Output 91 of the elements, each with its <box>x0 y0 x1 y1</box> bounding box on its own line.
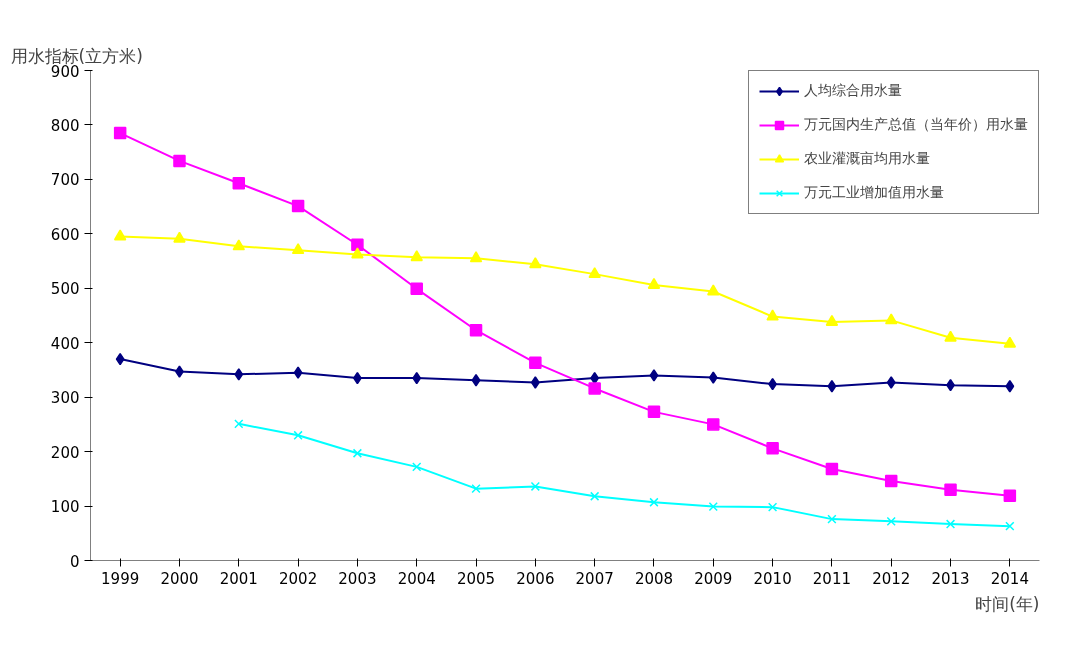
point <box>1003 489 1017 502</box>
point <box>944 483 957 496</box>
x-tick-label: 2003 <box>338 569 377 588</box>
point <box>412 371 422 385</box>
point <box>944 330 957 342</box>
y-tick-label: 200 <box>50 443 80 462</box>
point <box>351 238 364 251</box>
point <box>232 176 246 190</box>
y-tick-label: 500 <box>50 280 80 299</box>
y-tick-label: 0 <box>69 552 80 571</box>
x-tick-label: 2010 <box>753 569 792 588</box>
x-tick-label: 2011 <box>812 569 852 588</box>
x-tick-label: 2014 <box>990 569 1029 588</box>
x-tick-label: 2008 <box>634 569 674 588</box>
point <box>588 382 601 395</box>
y-tick-label: 100 <box>50 498 80 517</box>
point <box>471 483 481 494</box>
point <box>825 314 839 326</box>
x-tick-label: 2007 <box>575 569 614 588</box>
x-tick-label: 2001 <box>219 569 258 588</box>
point <box>469 251 483 263</box>
point <box>410 250 423 262</box>
x-tick-label: 2000 <box>160 569 199 588</box>
point <box>825 462 839 476</box>
point <box>471 374 481 387</box>
x-tick-label: 2002 <box>279 569 318 588</box>
point <box>766 442 779 455</box>
point <box>886 516 896 526</box>
x-axis-title: 时间(年) <box>975 593 1040 614</box>
point <box>113 126 127 140</box>
point <box>113 229 127 241</box>
legend-label: 农业灌溉亩均用水量 <box>804 150 930 168</box>
point <box>884 313 898 325</box>
point <box>173 231 186 243</box>
point <box>590 491 600 501</box>
point <box>529 356 542 370</box>
point <box>529 257 542 269</box>
point <box>707 284 720 296</box>
point <box>590 371 600 385</box>
point <box>173 154 186 168</box>
point <box>234 368 244 381</box>
point <box>351 247 364 259</box>
point <box>827 514 837 524</box>
legend-label: 人均综合用水量 <box>804 82 902 100</box>
y-tick-label: 600 <box>50 225 80 244</box>
point <box>827 380 837 393</box>
point <box>1005 380 1015 393</box>
x-tick-label: 1999 <box>101 569 140 588</box>
point <box>886 376 896 389</box>
point <box>766 309 779 321</box>
point <box>649 369 659 382</box>
y-tick-label: 400 <box>50 334 80 353</box>
point <box>469 323 483 337</box>
point <box>234 419 244 429</box>
point <box>649 497 659 507</box>
x-tick-label: 2006 <box>516 569 555 588</box>
x-tick-label: 2009 <box>694 569 733 588</box>
point <box>708 371 718 384</box>
point <box>530 376 540 389</box>
legend-label: 万元工业增加值用水量 <box>804 184 944 202</box>
point <box>412 462 422 472</box>
y-tick-label: 300 <box>50 389 80 408</box>
point <box>707 418 720 431</box>
y-axis-title: 用水指标(立方米) <box>10 45 143 66</box>
point <box>945 519 956 529</box>
point <box>588 267 601 279</box>
x-tick-label: 2004 <box>397 569 436 588</box>
point <box>768 377 778 391</box>
point <box>232 239 246 251</box>
y-tick-label: 800 <box>50 116 80 135</box>
point <box>647 277 661 289</box>
point <box>530 481 540 492</box>
point <box>352 448 363 458</box>
point <box>293 430 303 440</box>
point <box>115 352 125 366</box>
point <box>410 282 423 296</box>
point <box>1003 336 1017 348</box>
legend-label: 万元国内生产总值（当年价）用水量 <box>804 116 1028 134</box>
point <box>708 501 718 512</box>
x-tick-label: 2013 <box>931 569 970 588</box>
x-tick-label: 2005 <box>456 569 496 588</box>
point <box>884 474 898 488</box>
point <box>291 243 305 255</box>
x-tick-label: 2012 <box>872 569 911 588</box>
point <box>293 366 303 379</box>
point <box>767 502 778 512</box>
point <box>647 405 661 419</box>
y-tick-label: 700 <box>50 171 80 190</box>
point <box>291 199 305 213</box>
point <box>1005 521 1015 531</box>
point <box>352 371 362 385</box>
